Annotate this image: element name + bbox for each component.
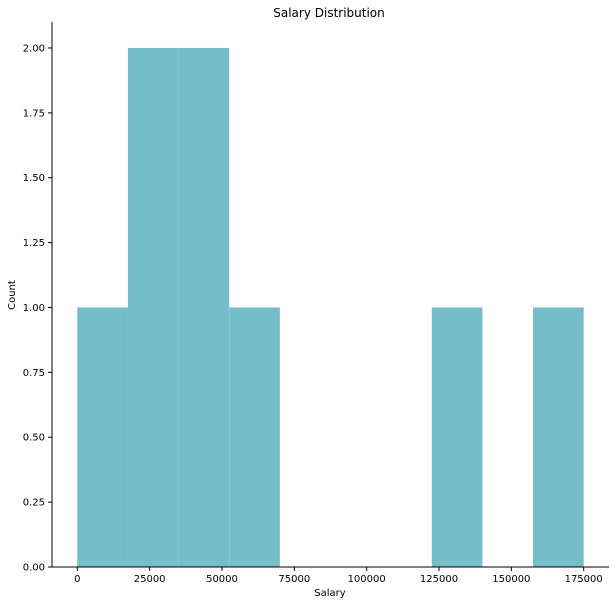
x-tick-label-6: 150000 [492,574,530,585]
y-tick-label-5: 1.25 [23,238,45,249]
y-tick-label-6: 1.50 [23,173,45,184]
y-tick-label-8: 2.00 [23,43,45,54]
histogram-bar-1 [127,47,179,567]
y-tick-label-0: 0.00 [23,563,45,574]
x-tick-label-0: 0 [74,574,80,585]
x-tick-label-7: 175000 [565,574,603,585]
x-tick-label-5: 125000 [420,574,458,585]
histogram-bar-7 [431,307,483,567]
ticks-layer: 0 25000 50000 75000 100000 125000 150000 175000… [23,43,603,585]
histogram-bar-2 [178,47,230,567]
x-tick-label-3: 75000 [278,574,310,585]
y-tick-label-7: 1.75 [23,108,45,119]
x-tick-label-2: 50000 [206,574,238,585]
x-axis-label: Salary [314,588,345,599]
histogram-bar-9 [533,307,584,567]
y-tick-label-4: 1.00 [23,303,45,314]
bars-layer [77,47,584,567]
y-tick-label-2: 0.50 [23,433,45,444]
y-tick-label-3: 0.75 [23,368,45,379]
histogram-bar-3 [229,307,280,567]
x-tick-label-4: 100000 [348,574,386,585]
y-tick-label-1: 0.25 [23,498,45,509]
y-axis-label: Count [7,280,18,310]
chart-title: Salary Distribution [273,6,385,20]
x-tick-label-1: 25000 [134,574,166,585]
histogram-bar-0 [77,307,128,567]
